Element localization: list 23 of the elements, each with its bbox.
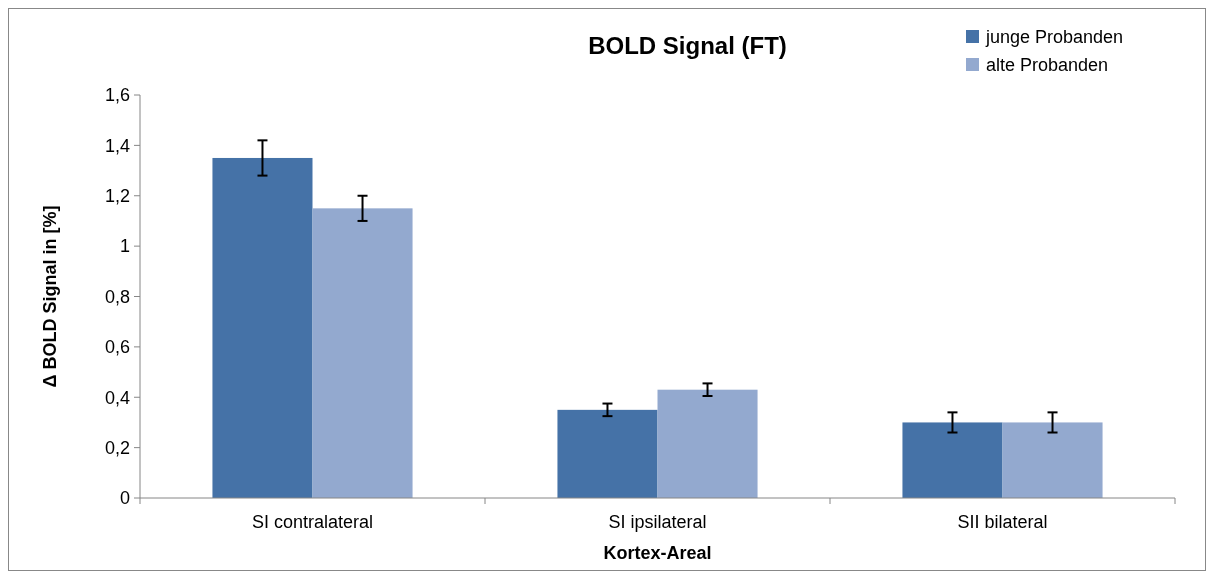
legend-label: alte Probanden (986, 55, 1109, 76)
y-tick-label: 0,8 (104, 286, 130, 307)
bar (657, 389, 758, 498)
y-axis-title: Δ BOLD Signal in [%] (40, 205, 60, 388)
y-tick-label: 0,6 (104, 337, 130, 358)
y-tick-label: 0,4 (104, 387, 130, 408)
x-axis-title: Kortex-Areal (603, 543, 712, 563)
x-tick-label: SI ipsilateral (608, 512, 707, 532)
bar (1002, 422, 1103, 498)
x-tick-label: SII bilateral (957, 512, 1048, 532)
y-tick-label: 1,6 (104, 85, 130, 106)
bar (212, 157, 313, 498)
chart-title: BOLD Signal (FT) (588, 32, 787, 59)
y-tick-label: 1,2 (104, 186, 130, 207)
legend-label: junge Probanden (985, 27, 1124, 48)
x-tick-label: SI contralateral (251, 512, 374, 532)
y-tick-label: 1 (119, 236, 130, 257)
y-tick-label: 1,4 (104, 135, 130, 156)
bar (557, 409, 658, 498)
bar (312, 208, 413, 498)
y-tick-label: 0 (119, 488, 130, 509)
bar (902, 422, 1003, 498)
y-tick-label: 0,2 (104, 437, 130, 458)
